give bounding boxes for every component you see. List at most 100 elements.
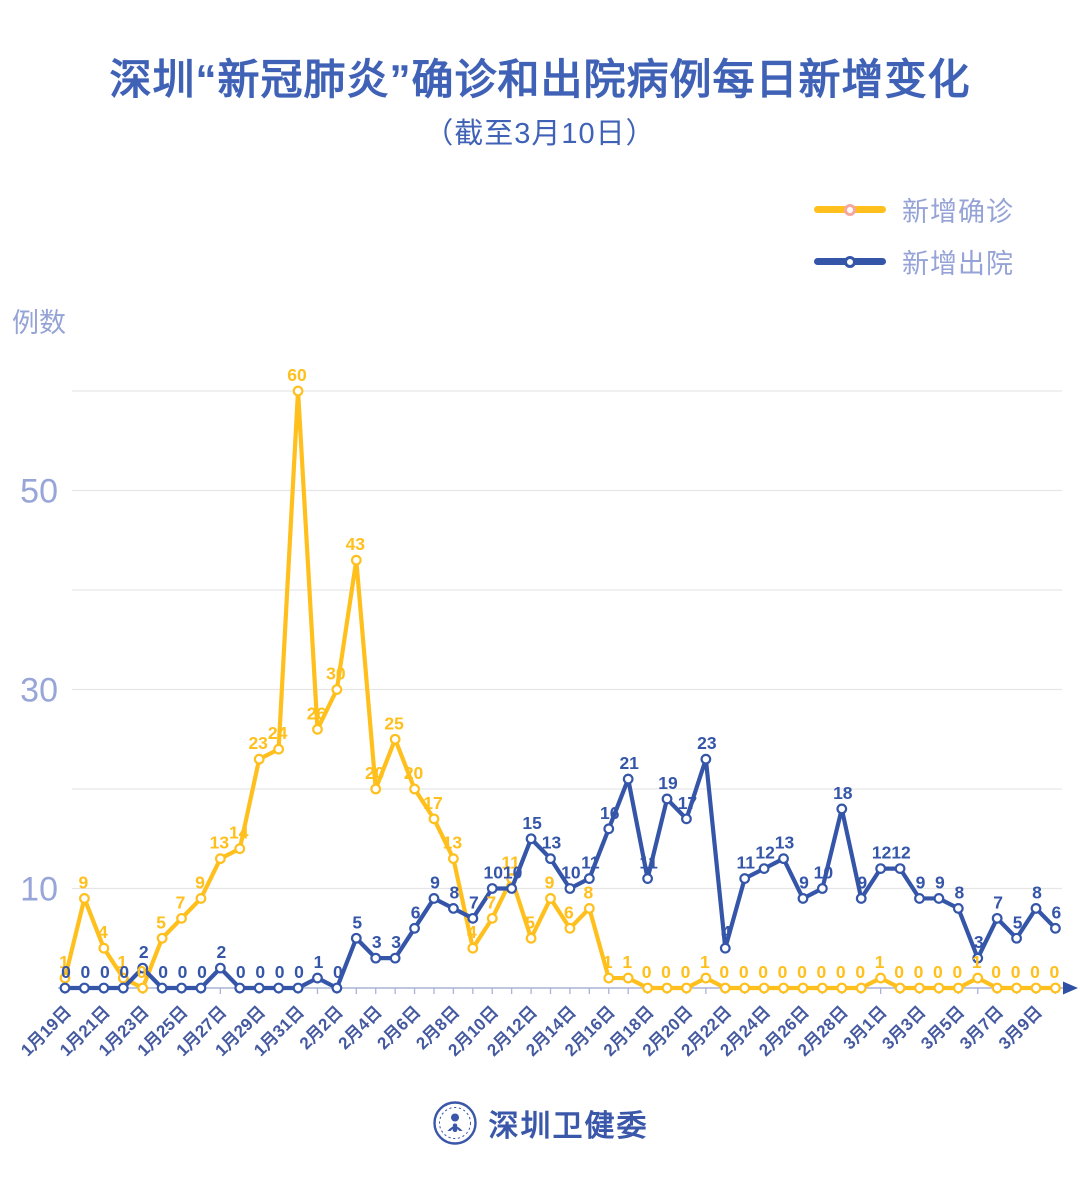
point-label-discharged: 0 xyxy=(275,962,285,982)
y-tick-label: 10 xyxy=(20,871,58,909)
point-marker-confirmed xyxy=(642,982,653,994)
x-tick-label: 2月6日 xyxy=(374,1002,425,1053)
point-label-confirmed: 1 xyxy=(622,952,632,972)
point-marker-discharged xyxy=(952,903,964,914)
point-marker-confirmed xyxy=(661,982,673,994)
point-label-confirmed: 0 xyxy=(719,962,729,982)
point-label-confirmed: 0 xyxy=(1050,962,1060,982)
point-marker-discharged xyxy=(389,952,401,964)
point-marker-discharged xyxy=(1030,903,1042,914)
point-marker-discharged xyxy=(370,952,382,964)
point-label-discharged: 0 xyxy=(81,962,91,982)
series-line-discharged xyxy=(62,757,1058,991)
legend-item-discharged: 新增出院 xyxy=(814,242,1014,281)
point-label-confirmed: 9 xyxy=(79,872,89,892)
point-label-discharged: 0 xyxy=(178,962,188,982)
point-marker-discharged xyxy=(836,803,848,815)
point-label-discharged: 6 xyxy=(411,902,421,922)
point-label-discharged: 8 xyxy=(450,882,460,902)
point-marker-discharged xyxy=(642,873,653,884)
point-label-discharged: 13 xyxy=(775,833,795,853)
point-marker-discharged xyxy=(991,912,1003,924)
point-label-discharged: 1 xyxy=(314,952,324,972)
point-label-confirmed: 8 xyxy=(583,882,593,902)
point-marker-confirmed xyxy=(739,982,751,994)
point-marker-confirmed xyxy=(195,893,207,904)
point-label-confirmed: 5 xyxy=(525,912,535,932)
legend-label-discharged: 新增出院 xyxy=(902,249,1014,279)
point-marker-discharged xyxy=(428,893,440,904)
y-tick-label: 50 xyxy=(20,473,58,511)
point-label-discharged: 3 xyxy=(372,932,382,952)
point-label-confirmed: 1 xyxy=(59,952,69,972)
point-marker-discharged xyxy=(98,982,110,994)
point-label-discharged: 9 xyxy=(916,872,926,892)
point-marker-discharged xyxy=(467,912,479,924)
point-marker-discharged xyxy=(506,883,518,894)
point-label-confirmed: 0 xyxy=(855,962,865,982)
point-label-discharged: 10 xyxy=(484,863,504,883)
point-marker-confirmed xyxy=(914,982,925,994)
point-marker-confirmed xyxy=(409,783,420,795)
point-marker-confirmed xyxy=(312,723,323,735)
point-marker-confirmed xyxy=(622,972,634,984)
point-marker-confirmed xyxy=(350,554,362,566)
point-marker-confirmed xyxy=(234,843,246,855)
point-label-confirmed: 0 xyxy=(894,962,904,982)
point-marker-discharged xyxy=(156,982,168,994)
point-label-discharged: 16 xyxy=(600,803,620,823)
point-label-confirmed: 0 xyxy=(991,962,1001,982)
x-tick-label: 3月9日 xyxy=(995,1002,1046,1053)
point-label-confirmed: 4 xyxy=(98,922,108,942)
point-marker-confirmed xyxy=(370,783,382,795)
point-label-discharged: 0 xyxy=(255,962,265,982)
point-label-discharged: 12 xyxy=(872,843,892,863)
point-label-discharged: 11 xyxy=(581,853,600,873)
point-label-confirmed: 13 xyxy=(210,833,230,853)
point-marker-confirmed xyxy=(603,972,615,984)
point-marker-confirmed xyxy=(719,982,731,994)
point-marker-confirmed xyxy=(79,893,90,904)
point-marker-confirmed xyxy=(448,853,459,865)
point-label-discharged: 8 xyxy=(954,882,964,902)
point-label-confirmed: 0 xyxy=(778,962,788,982)
point-label-discharged: 13 xyxy=(542,833,562,853)
point-marker-discharged xyxy=(914,893,925,904)
x-tick-label: 2月4日 xyxy=(335,1002,386,1053)
point-marker-discharged xyxy=(661,793,673,805)
point-label-confirmed: 9 xyxy=(195,872,205,892)
point-label-discharged: 15 xyxy=(522,813,542,833)
page-subtitle: （截至3月10日） xyxy=(424,118,656,150)
point-marker-confirmed xyxy=(894,982,906,994)
point-marker-discharged xyxy=(816,883,828,894)
point-marker-confirmed xyxy=(467,942,479,954)
point-marker-confirmed xyxy=(564,922,576,934)
point-label-confirmed: 0 xyxy=(661,962,671,982)
confirmed-line-swatch xyxy=(814,203,886,216)
point-marker-confirmed xyxy=(875,972,887,984)
point-marker-discharged xyxy=(292,982,304,994)
point-marker-discharged xyxy=(176,982,187,994)
point-marker-discharged xyxy=(273,982,285,994)
point-label-discharged: 4 xyxy=(721,922,731,942)
point-label-discharged: 7 xyxy=(469,892,479,912)
point-label-discharged: 0 xyxy=(61,962,71,982)
point-marker-confirmed xyxy=(972,972,984,984)
point-label-discharged: 0 xyxy=(236,962,246,982)
point-marker-confirmed xyxy=(700,972,712,984)
point-label-confirmed: 0 xyxy=(758,962,768,982)
point-marker-confirmed xyxy=(253,753,265,765)
point-label-discharged: 3 xyxy=(974,932,984,952)
point-marker-discharged xyxy=(117,982,129,994)
point-marker-confirmed xyxy=(525,932,537,944)
point-label-discharged: 10 xyxy=(503,863,523,883)
point-marker-discharged xyxy=(331,982,343,994)
point-label-confirmed: 0 xyxy=(914,962,924,982)
point-marker-confirmed xyxy=(991,982,1003,994)
point-label-discharged: 2 xyxy=(139,942,149,962)
point-marker-confirmed xyxy=(389,733,401,745)
point-label-discharged: 3 xyxy=(391,932,401,952)
point-marker-confirmed xyxy=(545,893,556,904)
point-label-confirmed: 20 xyxy=(365,763,385,783)
